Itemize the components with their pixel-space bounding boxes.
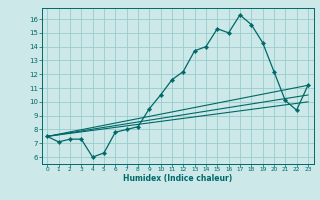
X-axis label: Humidex (Indice chaleur): Humidex (Indice chaleur) bbox=[123, 174, 232, 183]
